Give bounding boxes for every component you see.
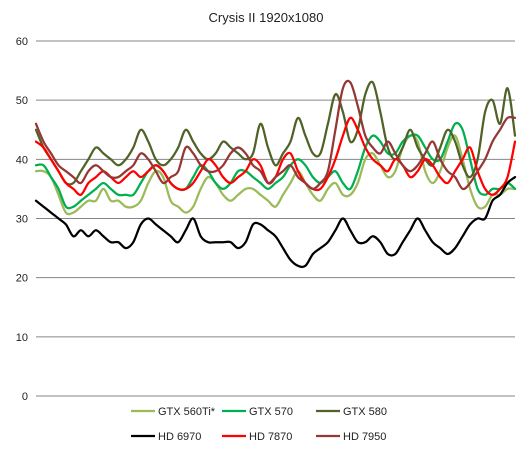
legend-label: HD 6970 — [158, 431, 201, 443]
legend-label: GTX 580 — [343, 406, 387, 418]
y-tick-label: 20 — [16, 273, 28, 285]
legend-label: HD 7950 — [343, 431, 386, 443]
grid-lines — [36, 40, 515, 397]
legend: GTX 560Ti* GTX 570 GTX 580 HD 6970 HD 7870 HD… — [131, 406, 387, 443]
y-tick-label: 0 — [22, 391, 28, 403]
y-tick-label: 60 — [16, 36, 28, 48]
legend-item: GTX 560Ti* — [131, 406, 216, 418]
legend-label: HD 7870 — [249, 431, 292, 443]
y-axis: 0 10 20 30 40 50 60 — [16, 36, 28, 403]
y-tick-label: 30 — [16, 214, 28, 226]
legend-item: HD 7870 — [222, 431, 292, 443]
legend-item: GTX 570 — [222, 406, 293, 418]
legend-label: GTX 560Ti* — [158, 406, 216, 418]
legend-item: HD 7950 — [316, 431, 386, 443]
legend-item: HD 6970 — [131, 431, 201, 443]
series-line-hd-7950 — [34, 79, 517, 191]
chart-title: Crysis II 1920x1080 — [209, 10, 324, 25]
series-line-gtx-560ti — [34, 134, 517, 216]
y-tick-label: 10 — [16, 332, 28, 344]
series-line-hd-6970 — [34, 175, 517, 269]
series-line-gtx-580 — [34, 80, 517, 186]
y-tick-label: 40 — [16, 154, 28, 166]
y-tick-label: 50 — [16, 95, 28, 107]
legend-item: GTX 580 — [316, 406, 387, 418]
legend-label: GTX 570 — [249, 406, 293, 418]
plot-area — [34, 79, 517, 269]
